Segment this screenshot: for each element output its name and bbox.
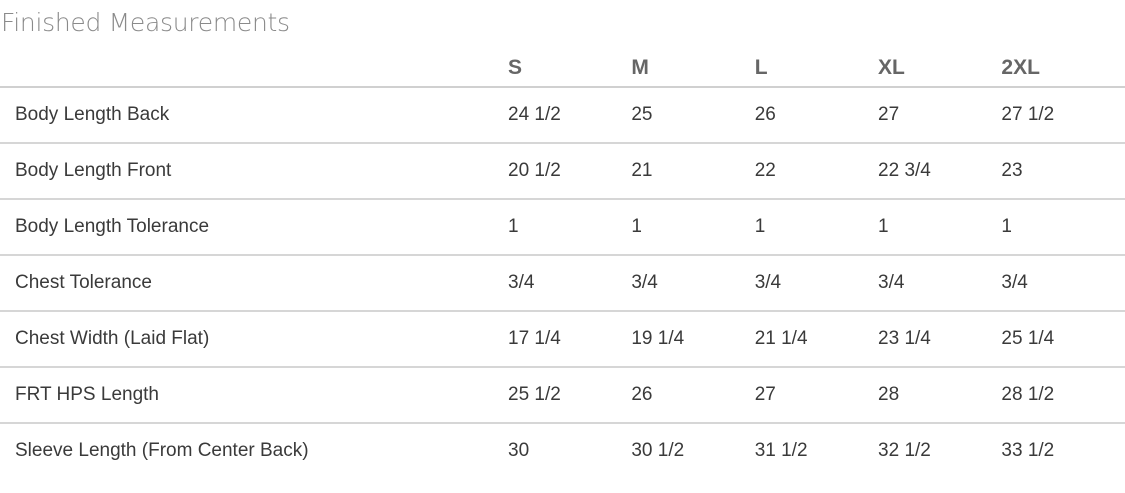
cell-value: 24 1/2 — [508, 87, 632, 144]
cell-value: 1 — [878, 199, 1002, 256]
table-row: Chest Width (Laid Flat) 17 1/4 19 1/4 21 1/… — [0, 311, 1125, 368]
cell-value: 1 — [754, 199, 879, 256]
cell-value: 30 — [508, 440, 530, 461]
cell-value: 28 — [878, 367, 1002, 424]
table-row: Body Length Back 24 1/2 25 26 27 27 1/2 — [0, 87, 1125, 144]
cell-value: 33 1/2 — [1001, 440, 1055, 461]
table-row: Sleeve Length (From Center Back) 30 30 1/2… — [0, 423, 1125, 478]
cell-value: 28 1/2 — [1001, 367, 1125, 424]
row-label: Chest Tolerance — [0, 255, 509, 312]
cell-value: 19 1/4 — [631, 311, 755, 368]
cell-value: 1 — [508, 199, 632, 256]
cell-value: 27 1/2 — [1001, 87, 1125, 144]
cell-value: 26 — [754, 87, 879, 144]
cell-value: 3/4 — [754, 255, 879, 312]
cell-value: 20 1/2 — [508, 143, 632, 200]
cell-value: 27 — [754, 367, 879, 424]
cell-value: 3/4 — [1001, 255, 1125, 312]
row-label: Body Length Tolerance — [0, 199, 509, 256]
row-label: Sleeve Length (From Center Back) — [15, 440, 309, 461]
cell-value: 23 — [1001, 143, 1125, 200]
size-header-s: S — [508, 50, 632, 88]
table-row: Body Length Tolerance 1 1 1 1 1 — [0, 199, 1125, 256]
measurements-table: S M L XL 2XL Body Length Back 24 1/2 25 26 27 27 … — [0, 50, 1125, 478]
size-header-l: L — [754, 50, 879, 88]
cell-value: 3/4 — [508, 255, 632, 312]
header-row: S M L XL 2XL — [0, 50, 1125, 88]
cell-value: 21 — [631, 143, 755, 200]
row-label: FRT HPS Length — [0, 367, 509, 424]
page-title: Finished Measurements — [1, 8, 290, 37]
cell-value: 25 1/2 — [508, 367, 632, 424]
cell-value: 25 1/4 — [1001, 311, 1125, 368]
row-label: Body Length Front — [0, 143, 509, 200]
cell-value: 17 1/4 — [508, 311, 632, 368]
cell-value: 27 — [878, 87, 1002, 144]
cell-value: 1 — [631, 199, 755, 256]
cell-value: 3/4 — [631, 255, 755, 312]
cell-value: 3/4 — [878, 255, 1002, 312]
table-row: FRT HPS Length 25 1/2 26 27 28 28 1/2 — [0, 367, 1125, 424]
cell-value: 32 1/2 — [878, 440, 931, 461]
size-header-2xl: 2XL — [1001, 50, 1125, 88]
cell-value: 31 1/2 — [754, 440, 808, 461]
cell-value: 21 1/4 — [754, 311, 879, 368]
row-label: Body Length Back — [0, 87, 509, 144]
cell-value: 22 — [754, 143, 879, 200]
cell-value: 26 — [631, 367, 755, 424]
cell-value: 1 — [1001, 199, 1125, 256]
cell-value: 23 1/4 — [878, 311, 1002, 368]
table-row: Chest Tolerance 3/4 3/4 3/4 3/4 3/4 — [0, 255, 1125, 312]
cell-value: 30 1/2 — [631, 440, 685, 461]
size-header-m: M — [631, 50, 755, 88]
size-header-xl: XL — [878, 50, 1002, 88]
cell-value: 25 — [631, 87, 755, 144]
row-label: Chest Width (Laid Flat) — [0, 311, 509, 368]
header-blank — [0, 50, 509, 88]
cell-value: 22 3/4 — [878, 143, 1002, 200]
table-row: Body Length Front 20 1/2 21 22 22 3/4 23 — [0, 143, 1125, 200]
